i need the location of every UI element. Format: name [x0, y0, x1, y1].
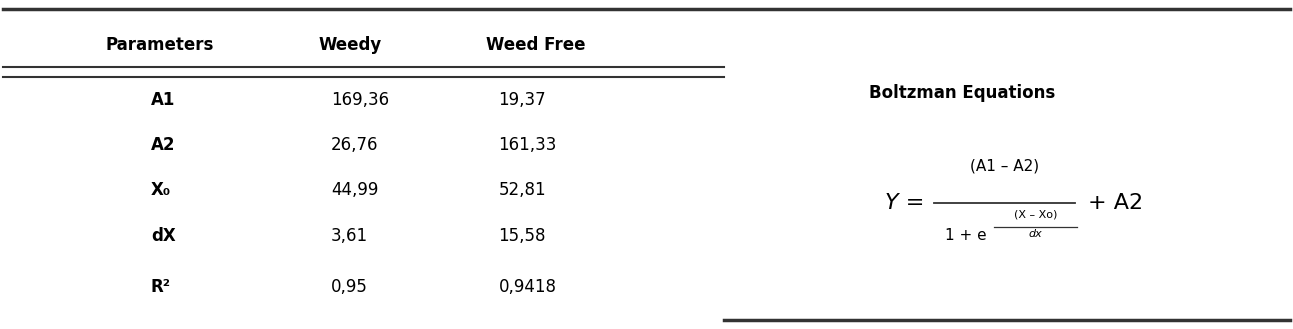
Text: Boltzman Equations: Boltzman Equations — [869, 84, 1055, 102]
Text: 26,76: 26,76 — [331, 136, 379, 154]
Text: dx: dx — [1028, 229, 1042, 239]
Text: Parameters: Parameters — [106, 36, 215, 54]
Text: + A2: + A2 — [1089, 193, 1143, 213]
Text: 0,95: 0,95 — [331, 278, 369, 296]
Text: 44,99: 44,99 — [331, 181, 379, 199]
Text: A2: A2 — [151, 136, 176, 154]
Text: 0,9418: 0,9418 — [498, 278, 556, 296]
Text: 169,36: 169,36 — [331, 91, 389, 109]
Text: 1 + e: 1 + e — [945, 228, 987, 243]
Text: (X – Xo): (X – Xo) — [1014, 210, 1056, 220]
Text: Y =: Y = — [884, 193, 924, 213]
Text: 19,37: 19,37 — [498, 91, 546, 109]
Text: 15,58: 15,58 — [498, 227, 546, 245]
Text: dX: dX — [151, 227, 176, 245]
Text: 52,81: 52,81 — [498, 181, 546, 199]
Text: Weedy: Weedy — [318, 36, 381, 54]
Text: Weed Free: Weed Free — [486, 36, 584, 54]
Text: A1: A1 — [151, 91, 176, 109]
Text: X₀: X₀ — [151, 181, 171, 199]
Text: 161,33: 161,33 — [498, 136, 557, 154]
Text: 3,61: 3,61 — [331, 227, 369, 245]
Text: R²: R² — [151, 278, 171, 296]
Text: (A1 – A2): (A1 – A2) — [970, 159, 1040, 174]
